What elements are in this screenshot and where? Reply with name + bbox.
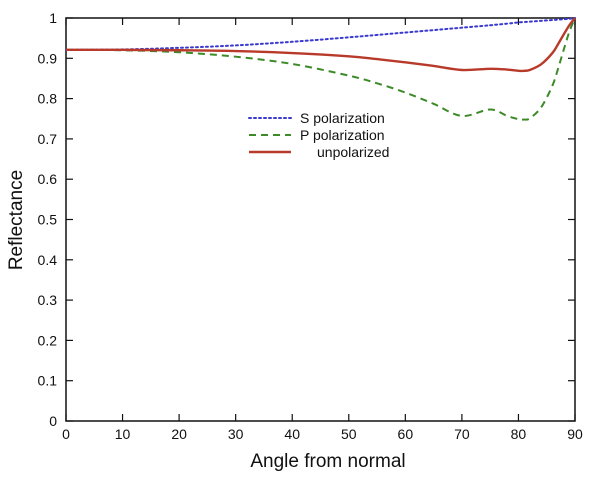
x-tick-label: 70 xyxy=(454,426,470,442)
x-tick-label: 20 xyxy=(171,426,187,442)
watermark-main: 知乎 @王江荣 xyxy=(472,457,567,475)
y-tick-label: 0.6 xyxy=(38,171,58,187)
y-tick-label: 0.4 xyxy=(38,252,58,268)
y-tick-label: 0.9 xyxy=(38,50,58,66)
series-layer xyxy=(65,17,576,121)
x-tick-label: 10 xyxy=(115,426,131,442)
x-tick-label: 30 xyxy=(228,426,244,442)
legend-label-p-polarization: P polarization xyxy=(300,127,385,143)
y-tick-label: 0.8 xyxy=(38,91,58,107)
watermark-sub: CSDN @太妃糖耶 xyxy=(497,474,571,486)
axis-ticks: 0 10 20 30 40 50 60 70 80 90 0 0.1 0.2 0.3 0.4 0.5 0.6 0.… xyxy=(38,10,583,442)
y-axis-label: Reflectance xyxy=(6,170,27,270)
x-tick-label: 40 xyxy=(284,426,300,442)
y-tick-label: 0.7 xyxy=(38,131,58,147)
x-tick-label: 0 xyxy=(62,426,70,442)
y-tick-label: 1 xyxy=(49,10,57,26)
y-tick-label: 0.5 xyxy=(38,212,58,228)
x-axis-label: Angle from normal xyxy=(250,451,405,472)
x-tick-label: 50 xyxy=(341,426,357,442)
watermark: 知乎 @王江荣 CSDN @太妃糖耶 xyxy=(472,457,571,486)
series-line-p-polarization xyxy=(65,17,576,121)
x-tick-label: 60 xyxy=(398,426,414,442)
y-tick-label: 0.1 xyxy=(38,373,58,389)
legend-label-s-polarization: S polarization xyxy=(300,110,385,126)
y-tick-label: 0.3 xyxy=(38,292,58,308)
legend-label-unpolarized: unpolarized xyxy=(317,144,389,160)
x-tick-label: 90 xyxy=(567,426,583,442)
y-tick-label: 0.2 xyxy=(38,332,58,348)
series-line-s-polarization xyxy=(65,17,576,51)
y-tick-label: 0 xyxy=(49,413,57,429)
x-tick-label: 80 xyxy=(511,426,527,442)
series-line-unpolarized xyxy=(65,17,576,73)
